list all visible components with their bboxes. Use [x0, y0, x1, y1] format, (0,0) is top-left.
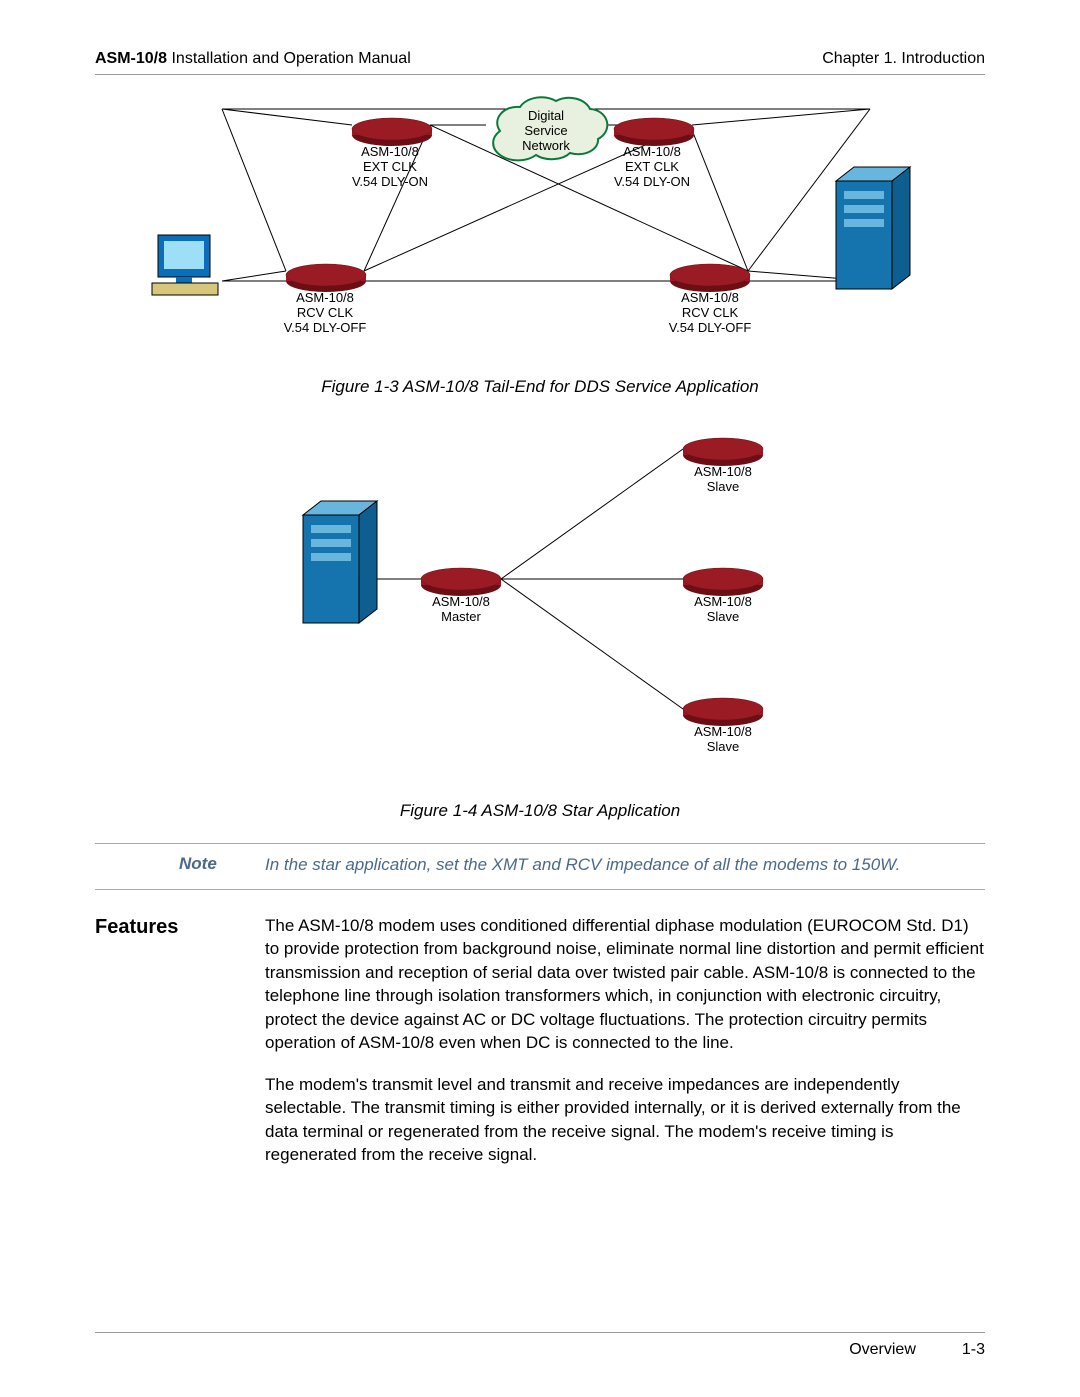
diagram-label: RCV CLK [275, 306, 375, 321]
figure-1-4-diagram: ASM-10/8MasterASM-10/8SlaveASM-10/8Slave… [165, 419, 885, 789]
note-text: In the star application, set the XMT and… [265, 854, 985, 877]
diagram-label: Digital [496, 109, 596, 124]
note-label: Note [95, 854, 265, 877]
server-icon [303, 501, 377, 623]
header-right: Chapter 1. Introduction [822, 50, 985, 68]
features-heading: Features [95, 914, 265, 1185]
features-section: Features The ASM-10/8 modem uses conditi… [95, 914, 985, 1185]
footer-page: 1-3 [962, 1341, 985, 1359]
modem-icon [352, 118, 432, 146]
page-header: ASM-10/8 Installation and Operation Manu… [95, 50, 985, 75]
modem-icon [286, 264, 366, 292]
modem-icon [421, 568, 501, 596]
note-block: Note In the star application, set the XM… [95, 843, 985, 890]
figure-1-3-diagram: ASM-10/8EXT CLKV.54 DLY-ONASM-10/8EXT CL… [130, 95, 950, 365]
modem-icon [683, 568, 763, 596]
features-para-2: The modem's transmit level and transmit … [265, 1073, 985, 1167]
diagram-label: ASM-10/8 [673, 465, 773, 480]
figure-1-3-caption: Figure 1-3 ASM-10/8 Tail-End for DDS Ser… [95, 377, 985, 397]
footer-section: Overview [849, 1341, 916, 1359]
diagram-label: EXT CLK [340, 160, 440, 175]
diagram-label: Service [496, 124, 596, 139]
diagram-label: V.54 DLY-OFF [275, 321, 375, 336]
diagram-label: EXT CLK [602, 160, 702, 175]
pc-icon [152, 235, 218, 295]
diagram-label: Slave [673, 740, 773, 755]
page-footer: Overview 1-3 [95, 1332, 985, 1359]
diagram-label: V.54 DLY-OFF [660, 321, 760, 336]
diagram-label: RCV CLK [660, 306, 760, 321]
diagram-label: V.54 DLY-ON [602, 175, 702, 190]
modem-icon [614, 118, 694, 146]
diagram-label: ASM-10/8 [602, 145, 702, 160]
diagram-label: ASM-10/8 [673, 725, 773, 740]
diagram-label: ASM-10/8 [340, 145, 440, 160]
diagram-label: ASM-10/8 [660, 291, 760, 306]
diagram-label: V.54 DLY-ON [340, 175, 440, 190]
diagram-label: Master [411, 610, 511, 625]
modem-icon [670, 264, 750, 292]
manual-title: Installation and Operation Manual [167, 50, 411, 67]
server-icon [836, 167, 910, 289]
diagram-label: ASM-10/8 [275, 291, 375, 306]
modem-icon [683, 698, 763, 726]
header-left: ASM-10/8 Installation and Operation Manu… [95, 50, 411, 68]
features-para-1: The ASM-10/8 modem uses conditioned diff… [265, 914, 985, 1055]
diagram-label: Slave [673, 610, 773, 625]
figure-1-4-caption: Figure 1-4 ASM-10/8 Star Application [95, 801, 985, 821]
modem-icon [683, 438, 763, 466]
diagram-label: Slave [673, 480, 773, 495]
features-body: The ASM-10/8 modem uses conditioned diff… [265, 914, 985, 1185]
diagram-label: ASM-10/8 [673, 595, 773, 610]
diagram-label: Network [496, 139, 596, 154]
product-name: ASM-10/8 [95, 50, 167, 67]
diagram-label: ASM-10/8 [411, 595, 511, 610]
